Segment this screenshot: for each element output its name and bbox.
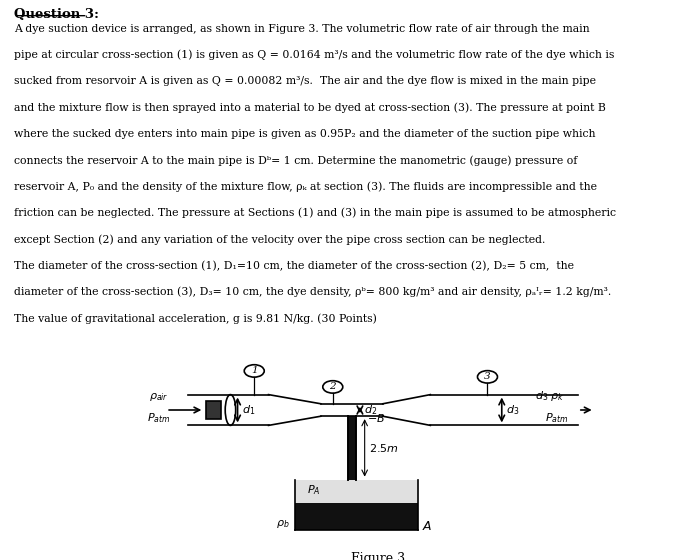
Text: The diameter of the cross-section (1), D₁=10 cm, the diameter of the cross-secti: The diameter of the cross-section (1), D…: [14, 260, 574, 270]
Text: $d_1$: $d_1$: [242, 403, 256, 417]
Bar: [206, 401, 221, 419]
Text: 3: 3: [484, 372, 491, 381]
Text: and the mixture flow is then sprayed into a material to be dyed at cross-section: and the mixture flow is then sprayed int…: [14, 102, 606, 113]
Text: friction can be neglected. The pressure at Sections (1) and (3) in the main pipe: friction can be neglected. The pressure …: [14, 208, 616, 218]
Text: $P_{atm}$: $P_{atm}$: [147, 412, 171, 425]
Text: Question 3:: Question 3:: [14, 8, 99, 21]
Polygon shape: [347, 416, 356, 479]
Text: sucked from resorvoir A is given as Q = 0.00082 m³/s.  The air and the dye flow : sucked from resorvoir A is given as Q = …: [14, 76, 596, 86]
Text: $d_2$: $d_2$: [364, 403, 377, 417]
Text: $d_3\ \rho_k$: $d_3\ \rho_k$: [535, 390, 565, 404]
Text: where the sucked dye enters into main pipe is given as 0.95P₂ and the diameter o: where the sucked dye enters into main pi…: [14, 129, 596, 139]
Text: connects the reservoir A to the main pipe is Dᵇ= 1 cm. Determine the manometric : connects the reservoir A to the main pip…: [14, 155, 578, 166]
Text: pipe at circular cross-section (1) is given as Q = 0.0164 m³/s and the volumetri: pipe at circular cross-section (1) is gi…: [14, 50, 615, 60]
Text: The value of gravitational acceleration, g is 9.81 N/kg. (30 Points): The value of gravitational acceleration,…: [14, 313, 377, 324]
Text: $2.5m$: $2.5m$: [370, 442, 398, 454]
Polygon shape: [295, 479, 419, 503]
Text: $A$: $A$: [422, 520, 433, 533]
Text: $P_{atm}$: $P_{atm}$: [545, 412, 568, 425]
Text: $\rho_b$: $\rho_b$: [276, 518, 290, 530]
Ellipse shape: [225, 395, 236, 426]
Text: 1: 1: [251, 366, 258, 375]
Text: $\rho_{air}$: $\rho_{air}$: [149, 391, 169, 404]
Text: diameter of the cross-section (3), D₃= 10 cm, the dye density, ρᵇ= 800 kg/m³ and: diameter of the cross-section (3), D₃= 1…: [14, 287, 611, 297]
Text: $\!\!-\!B$: $\!\!-\!B$: [368, 412, 385, 424]
Polygon shape: [295, 503, 419, 530]
Text: except Section (2) and any variation of the velocity over the pipe cross section: except Section (2) and any variation of …: [14, 234, 545, 245]
Text: A dye suction device is arranged, as shown in Figure 3. The volumetric flow rate: A dye suction device is arranged, as sho…: [14, 24, 589, 34]
Text: $d_3$: $d_3$: [505, 403, 519, 417]
Text: reservoir A, P₀ and the density of the mixture flow, ρₖ at section (3). The flui: reservoir A, P₀ and the density of the m…: [14, 181, 597, 192]
Text: 2: 2: [330, 382, 336, 391]
Text: $P_A$: $P_A$: [307, 483, 320, 497]
Text: Figure 3: Figure 3: [351, 552, 405, 560]
